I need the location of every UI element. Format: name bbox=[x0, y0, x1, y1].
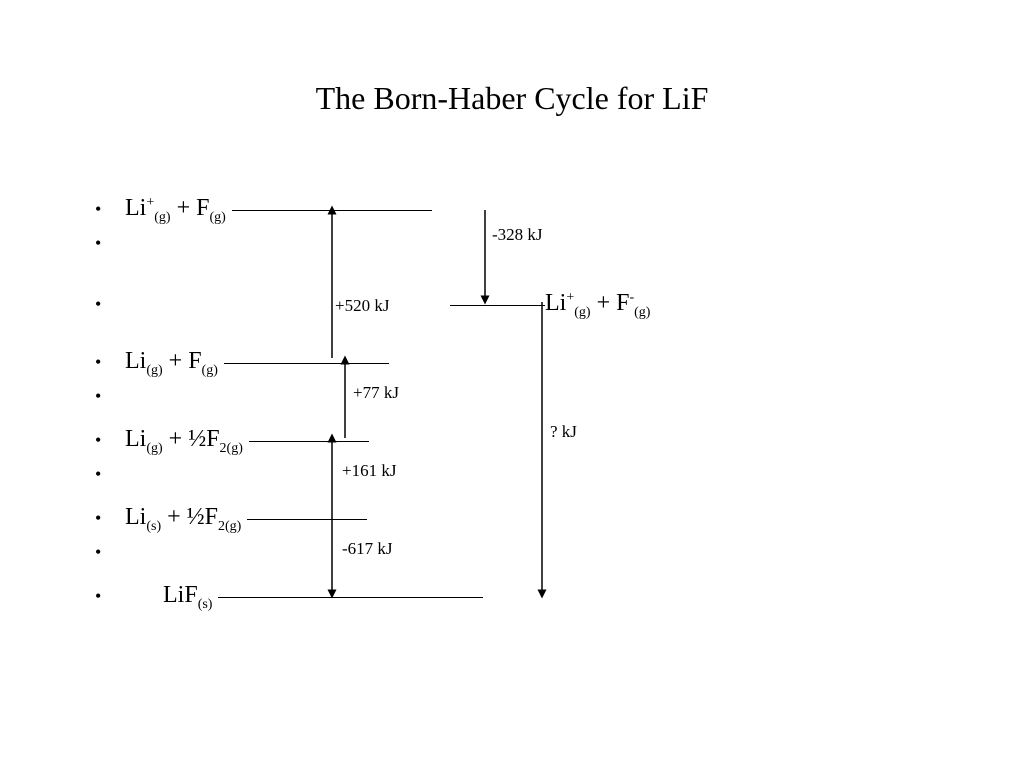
bullet-icon: • bbox=[95, 508, 125, 529]
spacer-bullet-row: • bbox=[95, 464, 125, 485]
energy-value: +520 kJ bbox=[335, 296, 389, 316]
spacer-bullet-row: • bbox=[95, 386, 125, 407]
energy-value: ? kJ bbox=[550, 422, 577, 442]
spacer-bullet-row: • bbox=[95, 233, 125, 254]
bullet-icon: • bbox=[95, 542, 125, 563]
species-label: LiF(s) bbox=[163, 582, 212, 608]
species-label: Li(s) + ½F2(g) bbox=[125, 504, 241, 530]
energy-value: -328 kJ bbox=[492, 225, 543, 245]
bullet-icon: • bbox=[95, 586, 125, 607]
energy-level-row: • +520 kJ Li+(g) + F-(g) bbox=[95, 290, 650, 321]
species-label: Li(g) + ½F2(g) bbox=[125, 426, 243, 452]
level-content: Li(g) + ½F2(g) bbox=[125, 426, 369, 457]
level-content: Li(s) + ½F2(g) bbox=[125, 504, 367, 535]
bullet-icon: • bbox=[95, 294, 125, 315]
bullet-icon: • bbox=[95, 430, 125, 451]
species-label: Li+(g) + F-(g) bbox=[545, 290, 650, 316]
energy-level-row: • LiF(s) bbox=[95, 582, 483, 613]
level-line bbox=[450, 304, 545, 306]
level-line bbox=[249, 440, 369, 442]
level-line bbox=[247, 518, 367, 520]
bullet-icon: • bbox=[95, 386, 125, 407]
species-label: Li+(g) + F(g) bbox=[125, 195, 226, 221]
level-content: LiF(s) bbox=[125, 582, 483, 613]
energy-level-row: •Li(g) + F(g) bbox=[95, 348, 389, 379]
energy-value: +77 kJ bbox=[353, 383, 399, 403]
spacer-bullet-row: • bbox=[95, 542, 125, 563]
level-line bbox=[224, 362, 389, 364]
bullet-icon: • bbox=[95, 352, 125, 373]
bullet-icon: • bbox=[95, 464, 125, 485]
energy-value: -617 kJ bbox=[342, 539, 393, 559]
energy-level-row: •Li+(g) + F(g) bbox=[95, 195, 432, 226]
bullet-icon: • bbox=[95, 199, 125, 220]
energy-value: +161 kJ bbox=[342, 461, 396, 481]
energy-level-row: •Li(g) + ½F2(g) bbox=[95, 426, 369, 457]
page-title: The Born-Haber Cycle for LiF bbox=[0, 80, 1024, 117]
level-line bbox=[218, 596, 483, 598]
bullet-icon: • bbox=[95, 233, 125, 254]
level-content: Li+(g) + F(g) bbox=[125, 195, 432, 226]
species-label: Li(g) + F(g) bbox=[125, 348, 218, 374]
level-content: Li(g) + F(g) bbox=[125, 348, 389, 379]
level-line bbox=[232, 209, 432, 211]
energy-level-row: •Li(s) + ½F2(g) bbox=[95, 504, 367, 535]
